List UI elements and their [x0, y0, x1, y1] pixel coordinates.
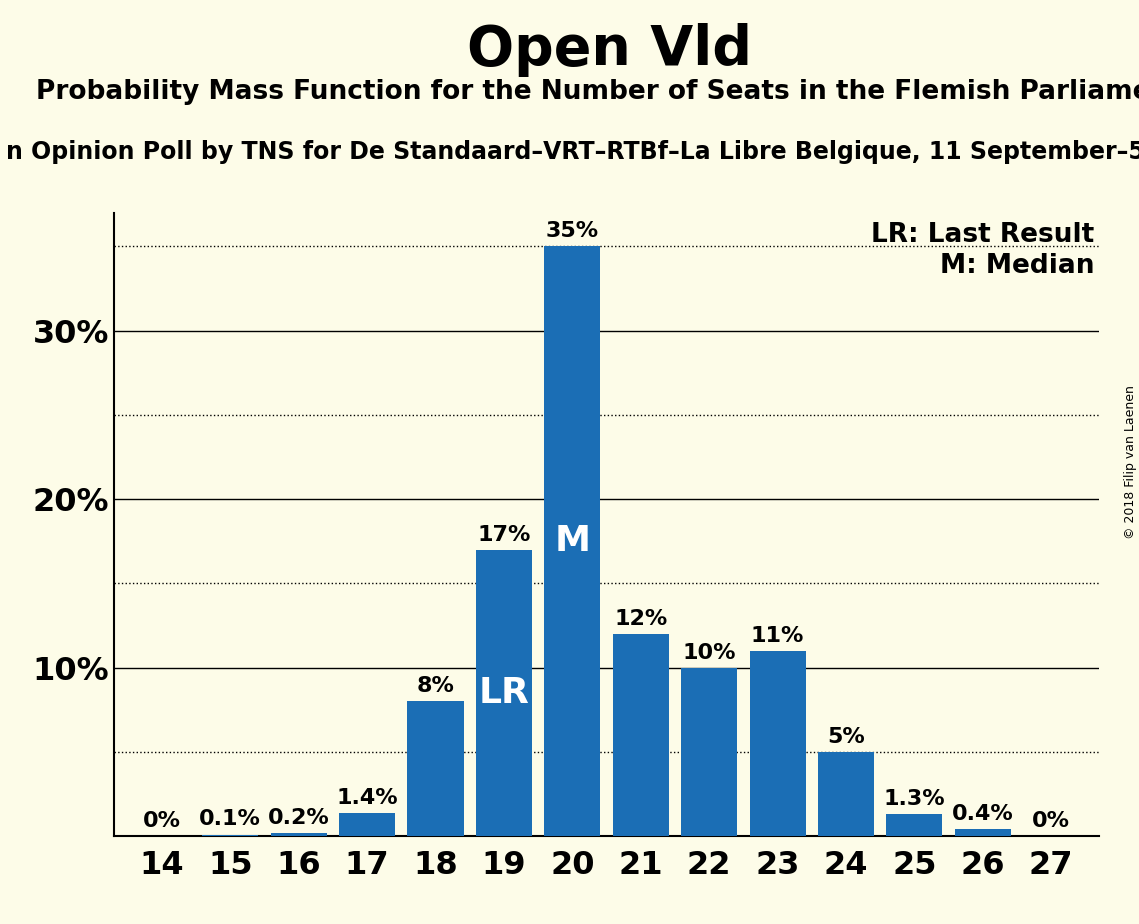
Bar — [818, 752, 874, 836]
Text: 35%: 35% — [546, 221, 599, 241]
Bar — [613, 634, 669, 836]
Text: M: M — [555, 524, 590, 558]
Text: LR: LR — [478, 676, 530, 710]
Text: 12%: 12% — [614, 609, 667, 629]
Text: 1.3%: 1.3% — [884, 789, 945, 809]
Text: 1.4%: 1.4% — [336, 787, 398, 808]
Bar — [544, 246, 600, 836]
Text: 10%: 10% — [682, 642, 736, 663]
Text: 17%: 17% — [477, 525, 531, 544]
Bar — [202, 834, 259, 836]
Text: 11%: 11% — [751, 626, 804, 646]
Bar — [476, 550, 532, 836]
Text: © 2018 Filip van Laenen: © 2018 Filip van Laenen — [1124, 385, 1137, 539]
Bar — [271, 833, 327, 836]
Text: 8%: 8% — [417, 676, 454, 697]
Text: n Opinion Poll by TNS for De Standaard–VRT–RTBf–La Libre Belgique, 11 September–: n Opinion Poll by TNS for De Standaard–V… — [6, 140, 1139, 164]
Text: 0.1%: 0.1% — [199, 809, 261, 830]
Bar — [886, 814, 942, 836]
Text: M: Median: M: Median — [940, 253, 1095, 279]
Bar — [954, 830, 1011, 836]
Text: LR: Last Result: LR: Last Result — [871, 222, 1095, 248]
Text: 0.4%: 0.4% — [952, 805, 1014, 824]
Text: 0%: 0% — [1032, 811, 1071, 832]
Text: Probability Mass Function for the Number of Seats in the Flemish Parliament: Probability Mass Function for the Number… — [36, 79, 1139, 104]
Bar — [339, 812, 395, 836]
Bar — [681, 668, 737, 836]
Bar — [408, 701, 464, 836]
Bar — [749, 650, 805, 836]
Text: 0.2%: 0.2% — [268, 808, 329, 828]
Text: 0%: 0% — [142, 811, 181, 832]
Text: Open Vld: Open Vld — [467, 23, 752, 77]
Text: 5%: 5% — [827, 727, 865, 747]
